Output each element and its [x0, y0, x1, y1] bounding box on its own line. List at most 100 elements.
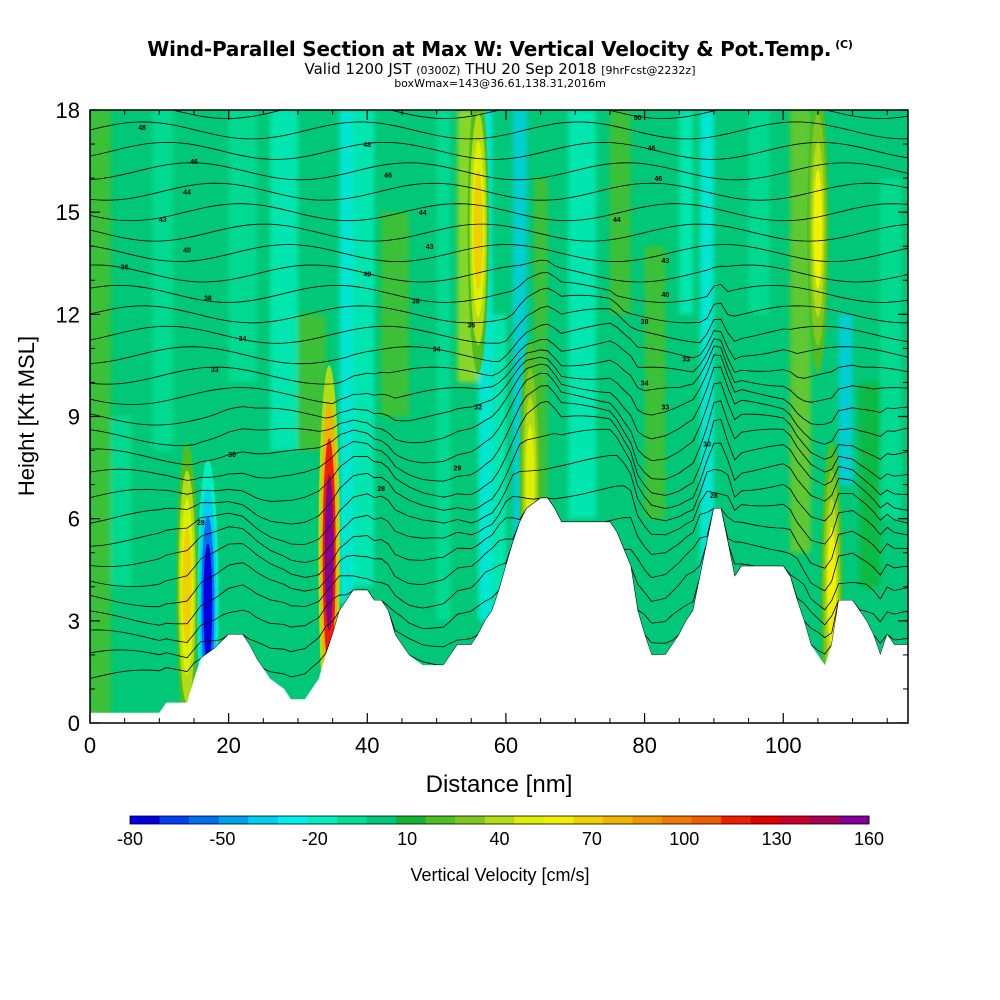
field-band: [270, 110, 298, 451]
contour-label: 50: [634, 115, 642, 122]
theta-contour: [90, 338, 908, 385]
field-band: [381, 212, 409, 417]
theta-contour: [90, 244, 908, 262]
terrain: [90, 498, 908, 723]
theta-contour: [90, 259, 908, 283]
contour-label: 48: [363, 142, 371, 149]
theta-contour: [90, 363, 908, 446]
y-tick-label: 9: [68, 405, 80, 430]
colorbar-swatch: [189, 816, 220, 824]
y-tick-label: 6: [68, 507, 80, 532]
x-tick-label: 80: [632, 733, 656, 758]
colorbar-swatch: [543, 816, 574, 824]
contour-label: 46: [384, 173, 392, 180]
colorbar-swatch: [336, 816, 367, 824]
contour-label: 34: [239, 336, 247, 343]
copyright-mark: (C): [835, 38, 853, 52]
colorbar-swatch: [839, 816, 870, 824]
feature-band: [203, 543, 213, 664]
theta-contours: [90, 110, 908, 679]
colorbar-swatch: [307, 816, 338, 824]
colorbar-frame: [129, 815, 870, 825]
contour-label: 43: [661, 258, 669, 265]
y-tick-label: 3: [68, 609, 80, 634]
colorbar-swatch: [514, 816, 545, 824]
theta-contour: [90, 428, 908, 525]
contour-label: 38: [641, 319, 649, 326]
chart-title: Wind-Parallel Section at Max W: Vertical…: [147, 37, 853, 61]
colorbar-swatch: [662, 816, 693, 824]
colorbar-label: Vertical Velocity [cm/s]: [410, 865, 589, 885]
contour-label: 29: [454, 466, 462, 473]
theta-contour: [90, 345, 908, 406]
colorbar-tick-label: -20: [302, 829, 328, 849]
colorbar-tick-label: 70: [582, 829, 602, 849]
field-band: [568, 110, 597, 519]
theta-contour: [90, 182, 908, 201]
contour-label: 32: [474, 404, 482, 411]
theta-contour: [90, 354, 908, 426]
field-band: [700, 110, 714, 587]
theta-contour: [90, 497, 908, 588]
colorbar-tick-label: -50: [209, 829, 235, 849]
contour-label: 33: [211, 367, 219, 374]
velocity-feature: [807, 110, 829, 374]
contour-label: 46: [648, 145, 656, 152]
contour-label: 36: [121, 265, 129, 272]
feature-band: [827, 526, 837, 647]
theta-contour: [90, 121, 908, 140]
colorbar-swatch: [218, 816, 249, 824]
contour-label: 36: [467, 323, 475, 330]
field-band: [492, 314, 506, 655]
colorbar-tick-label: 10: [397, 829, 417, 849]
theta-contour: [90, 141, 908, 160]
colorbar-swatch: [425, 816, 456, 824]
field-band: [353, 110, 375, 587]
feature-band: [813, 169, 823, 290]
colorbar-swatch: [455, 816, 486, 824]
colorbar-swatch: [277, 816, 308, 824]
contour-label: 40: [661, 292, 669, 299]
y-tick-label: 18: [56, 98, 80, 123]
colorbar-swatch: [573, 816, 604, 824]
contour-label: 40: [363, 271, 371, 278]
colorbar-swatch: [750, 816, 781, 824]
contour-label: 44: [183, 190, 191, 197]
colorbar-swatch: [159, 816, 190, 824]
feature-band: [182, 526, 192, 647]
theta-contour: [90, 287, 908, 324]
field-band: [679, 110, 694, 315]
colorbar-swatch: [366, 816, 397, 824]
theta-contour: [90, 497, 908, 608]
contour-label: 48: [138, 125, 146, 132]
contour-label: 44: [419, 210, 427, 217]
contour-label: 40: [183, 248, 191, 255]
y-tick-label: 0: [68, 711, 80, 736]
contour-label: 28: [197, 520, 205, 527]
colorbar-tick-label: 160: [854, 829, 884, 849]
colorbar-swatch: [780, 816, 811, 824]
theta-contour: [90, 162, 908, 181]
contour-label: 34: [433, 346, 441, 353]
colorbar-swatch: [248, 816, 279, 824]
contour-label: 28: [710, 493, 718, 500]
contour-label: 43: [426, 244, 434, 251]
theta-contour: [90, 203, 908, 222]
x-axis: 0 20 40 60 80 100: [84, 110, 888, 758]
theta-contour: [90, 272, 908, 303]
contour-label: 38: [204, 295, 212, 302]
x-tick-label: 0: [84, 733, 96, 758]
field-band: [152, 110, 174, 451]
x-axis-label: Distance [nm]: [426, 771, 573, 798]
contour-label: 33: [682, 357, 690, 364]
theta-contour: [90, 322, 908, 365]
theta-contour: [90, 372, 908, 466]
colorbar-swatch: [632, 816, 663, 824]
box-info-line: boxWmax=143@36.61,138.31,2016m: [394, 77, 606, 90]
field-bands: [90, 110, 902, 723]
x-tick-label: 100: [765, 733, 802, 758]
contour-label: 38: [412, 299, 420, 306]
velocity-feature: [467, 110, 489, 374]
contour-label: 30: [703, 442, 711, 449]
contour-label: 46: [190, 159, 198, 166]
